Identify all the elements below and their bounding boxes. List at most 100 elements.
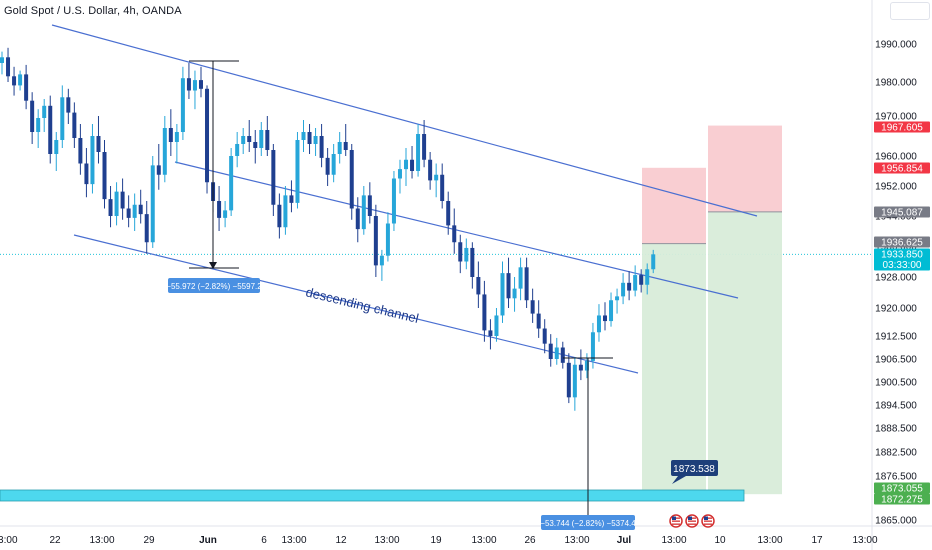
support-zone-rect[interactable] (0, 489, 745, 502)
price-tick-label: 1876.500 (875, 472, 917, 483)
flag-canton (688, 516, 692, 520)
top-right-box[interactable] (890, 2, 930, 20)
callout-pointer (672, 476, 686, 484)
candle-body (253, 142, 258, 148)
price-label-box[interactable] (874, 236, 930, 248)
candle-body (512, 288, 517, 299)
candle-body (331, 154, 336, 175)
candle-body (12, 76, 17, 86)
event-markers[interactable] (669, 514, 715, 528)
price-tick-label: 1952.000 (875, 182, 917, 193)
candle-body (307, 132, 312, 144)
candle-body (66, 97, 71, 113)
candle-body (102, 152, 107, 200)
chart-title: Gold Spot / U.S. Dollar, 4h, OANDA (4, 5, 182, 17)
time-tick-label: 13:00 (757, 535, 782, 546)
candle-body (428, 159, 433, 181)
price-label-box[interactable] (874, 206, 930, 218)
candle-body (18, 74, 23, 86)
candle-body (524, 267, 529, 301)
price-tick-label: 1894.500 (875, 401, 917, 412)
flag-stripe (704, 520, 712, 522)
channel-middle-line[interactable] (174, 161, 739, 299)
candle-body (518, 267, 523, 289)
position-boxes[interactable] (642, 125, 782, 495)
time-tick-label: 17 (811, 535, 823, 546)
price-axis[interactable]: 1990.000 1980.000 1970.000 1960.000 1952.000… (874, 40, 930, 527)
candle-body (48, 105, 53, 154)
position-2-target-zone[interactable] (708, 125, 782, 212)
candle-body (572, 364, 577, 398)
candle-body (603, 315, 607, 322)
price-tick-label: 1960.000 (875, 152, 917, 163)
candle-body (120, 191, 125, 209)
price-label: 1873.055 (881, 484, 923, 495)
candle-body (536, 313, 541, 329)
price-label: 1933.850 (881, 250, 923, 261)
candle-body (361, 195, 366, 230)
candle-body (385, 223, 390, 256)
time-tick-label: 13:00 (281, 535, 306, 546)
flag-stripe (672, 520, 680, 522)
price-label-box[interactable] (874, 121, 930, 133)
price-label-box[interactable] (874, 162, 930, 174)
candle-body (241, 136, 246, 144)
candle-body (265, 130, 270, 150)
candle-body (434, 174, 439, 181)
candle-body (301, 132, 306, 140)
position-1-stop-zone[interactable] (642, 243, 706, 492)
candle-body (138, 204, 143, 215)
candle-body (72, 112, 77, 138)
callout-label: 1873.538 (673, 464, 715, 475)
candle-body (114, 191, 119, 216)
candle-body (180, 78, 185, 132)
channel-upper-line[interactable] (51, 24, 758, 217)
us-flag-icon[interactable] (669, 514, 683, 528)
candle-body (277, 204, 282, 228)
position-1-target-zone[interactable] (642, 167, 706, 244)
candle-body (144, 214, 149, 243)
time-tick-label: 13:00 (374, 535, 399, 546)
candle-body (627, 282, 632, 291)
candle-body (410, 159, 415, 171)
time-tick-label: 13:00 (0, 535, 18, 546)
candle-body (645, 269, 650, 285)
candle-body (422, 134, 427, 160)
price-label-box[interactable] (874, 482, 930, 494)
price-tick-label: 1865.000 (875, 516, 917, 527)
time-tick-label: 13:00 (471, 535, 496, 546)
callout-box (671, 460, 718, 476)
candle-body (42, 105, 47, 118)
candles (0, 47, 656, 411)
candle-body (289, 195, 294, 203)
candle-body (488, 330, 493, 336)
candle-body (295, 140, 300, 203)
measure-tools[interactable] (189, 60, 613, 516)
candle-body (542, 328, 547, 344)
price-tick-label: 1900.500 (875, 378, 917, 389)
support-zone[interactable] (0, 489, 745, 502)
price-label-box[interactable] (874, 493, 930, 505)
candle-body (416, 134, 421, 171)
flag-canton (704, 516, 708, 520)
candle-body (633, 275, 638, 291)
us-flag-icon[interactable] (685, 514, 699, 528)
position-2-stop-zone[interactable] (708, 211, 782, 495)
price-tick-label: 1970.000 (875, 112, 917, 123)
price-tick-label: 1888.500 (875, 424, 917, 435)
candle-body (470, 247, 475, 277)
candle-body (84, 163, 89, 185)
channel-lower-line[interactable] (73, 234, 639, 374)
time-axis[interactable]: 13:00 22 13:00 29 Jun 6 13:00 12 13:00 19 13:00 26 1… (0, 535, 878, 546)
candle-body (283, 195, 288, 228)
price-tick-label: 1990.000 (875, 40, 917, 51)
candle-body (126, 208, 131, 218)
descending-channel[interactable] (51, 24, 758, 374)
candle-body (78, 138, 83, 164)
price-label-box[interactable] (874, 248, 930, 271)
candle-body (186, 78, 191, 91)
us-flag-icon[interactable] (701, 514, 715, 528)
measure-2-label: −53.744 (−2.82%) −5374.4 (540, 519, 636, 528)
candle-body (229, 156, 234, 211)
